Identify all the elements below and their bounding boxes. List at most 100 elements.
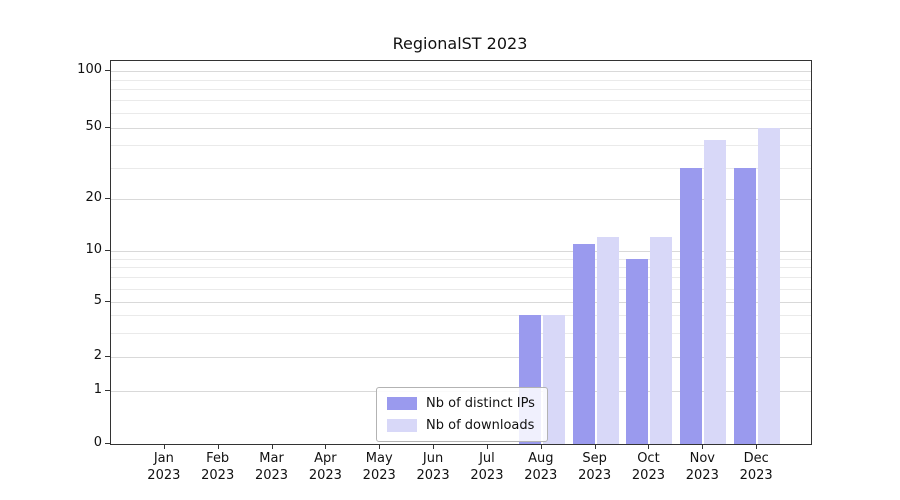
x-tick-year: 2023 [739,468,773,483]
gridline-minor [111,167,811,169]
x-tick-year: 2023 [254,468,289,483]
y-tick-mark [105,356,110,357]
x-tick-mark [702,444,704,449]
legend-swatch-downloads [387,419,417,432]
legend-label-distinct-ips: Nb of distinct IPs [426,396,535,411]
x-tick-month: Mar [259,451,284,466]
x-tick-month: May [365,451,393,466]
bar-distinct-ips-sep [572,243,595,444]
x-tick-year: 2023 [470,468,504,483]
chart-title: RegionalST 2023 [392,34,528,53]
x-tick-label-aug: Aug 2023 [509,450,573,484]
x-tick-month: Jul [479,451,495,466]
gridline-major [111,357,811,358]
x-tick-month: Feb [206,451,230,466]
x-tick-label-nov: Nov 2023 [670,450,734,484]
x-tick-year: 2023 [362,468,396,483]
x-tick-month: Dec [743,451,769,466]
plot-area [110,60,812,445]
bar-distinct-ips-nov [680,167,703,444]
y-tick-mark [105,443,110,444]
bar-distinct-ips-oct [626,258,649,444]
x-tick-label-apr: Apr 2023 [293,450,357,484]
bar-downloads-nov [704,139,727,444]
y-tick-label-10: 10 [85,242,102,257]
x-tick-mark [486,444,488,449]
x-tick-year: 2023 [201,468,235,483]
x-tick-label-feb: Feb 2023 [186,450,250,484]
legend-swatch-distinct-ips [387,397,417,410]
gridline-minor [111,100,811,102]
legend: Nb of distinct IPs Nb of downloads [376,387,548,442]
x-tick-label-mar: Mar 2023 [240,450,304,484]
x-tick-month: Nov [689,451,715,466]
legend-label-downloads: Nb of downloads [426,418,535,433]
x-tick-mark [217,444,219,449]
gridline-major [111,302,811,303]
gridline-minor [111,113,811,114]
gridline-minor [111,258,811,260]
gridline-minor [111,89,811,91]
x-tick-year: 2023 [308,468,342,483]
y-tick-mark [105,250,110,251]
y-tick-mark [105,301,110,302]
y-tick-mark [105,198,110,199]
legend-entry-downloads: Nb of downloads [387,418,535,433]
y-tick-mark [105,390,110,391]
x-tick-year: 2023 [685,468,719,483]
bar-downloads-aug [542,315,565,444]
gridline-major [111,71,811,72]
x-tick-year: 2023 [147,468,181,483]
legend-entry-distinct-ips: Nb of distinct IPs [387,396,535,411]
bar-downloads-dec [758,128,781,444]
bar-downloads-oct [650,237,673,444]
y-tick-label-1: 1 [93,382,102,397]
x-tick-mark [163,444,165,449]
bar-downloads-sep [596,237,619,444]
x-tick-mark [648,444,650,449]
gridline-major [111,199,811,200]
x-tick-month: Aug [528,451,554,466]
x-tick-month: Apr [314,451,337,466]
x-tick-label-sep: Sep 2023 [563,450,627,484]
gridline-minor [111,315,811,317]
gridline-minor [111,332,811,334]
x-tick-month: Jun [422,451,444,466]
y-tick-label-100: 100 [77,62,102,77]
gridline-minor [111,79,811,81]
y-tick-mark [105,127,110,128]
x-tick-year: 2023 [524,468,558,483]
x-tick-mark [271,444,273,449]
x-tick-mark [379,444,381,449]
x-tick-year: 2023 [416,468,450,483]
y-tick-label-2: 2 [93,348,102,363]
gridline-minor [111,267,811,269]
x-tick-label-jul: Jul 2023 [455,450,519,484]
x-tick-label-dec: Dec 2023 [724,450,788,484]
gridline-minor [111,277,811,279]
x-tick-month: Oct [637,451,660,466]
y-tick-mark [105,70,110,71]
x-tick-mark [433,444,435,449]
x-tick-label-jun: Jun 2023 [401,450,465,484]
x-tick-mark [325,444,327,449]
x-tick-month: Jan [153,451,174,466]
y-tick-label-20: 20 [85,190,102,205]
x-tick-label-jan: Jan 2023 [132,450,196,484]
x-tick-mark [540,444,542,449]
x-tick-label-may: May 2023 [347,450,411,484]
y-tick-label-0: 0 [93,435,102,450]
x-tick-mark [756,444,758,449]
x-tick-mark [594,444,596,449]
y-tick-label-5: 5 [93,293,102,308]
x-tick-label-oct: Oct 2023 [616,450,680,484]
gridline-minor [111,145,811,147]
x-tick-month: Sep [582,451,607,466]
gridline-major [111,251,811,252]
x-tick-year: 2023 [578,468,612,483]
gridline-major [111,128,811,129]
x-tick-year: 2023 [631,468,665,483]
y-tick-label-50: 50 [85,119,102,134]
bar-distinct-ips-dec [734,167,757,444]
